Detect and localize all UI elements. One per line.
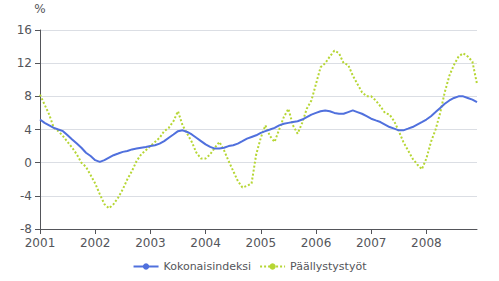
svg-text:2004: 2004 [190,236,221,250]
svg-text:2003: 2003 [135,236,166,250]
svg-text:4: 4 [24,123,32,137]
svg-text:2001: 2001 [25,236,56,250]
svg-text:2007: 2007 [356,236,387,250]
svg-text:Kokonaisindeksi: Kokonaisindeksi [164,260,252,273]
svg-text:2005: 2005 [246,236,277,250]
svg-text:0: 0 [24,156,32,170]
svg-text:-4: -4 [20,189,32,203]
svg-text:Päällystystyöt: Päällystystyöt [290,260,367,273]
svg-text:2008: 2008 [411,236,442,250]
svg-text:-8: -8 [20,222,32,236]
svg-text:2006: 2006 [301,236,332,250]
svg-text:16: 16 [17,23,32,37]
svg-text:8: 8 [24,89,32,103]
svg-text:12: 12 [17,56,32,70]
svg-text:%: % [34,2,45,16]
svg-text:2002: 2002 [80,236,111,250]
